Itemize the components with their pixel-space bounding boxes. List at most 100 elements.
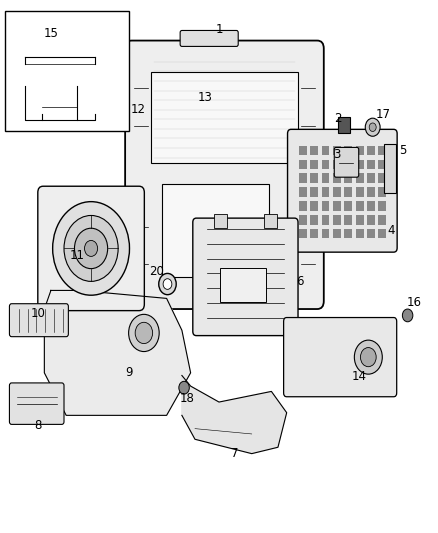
Polygon shape	[44, 290, 191, 415]
Bar	[310, 146, 318, 156]
Bar	[367, 215, 375, 224]
Bar	[333, 173, 341, 183]
Circle shape	[129, 314, 159, 352]
Bar	[310, 173, 318, 183]
Bar	[344, 160, 352, 169]
Bar	[344, 215, 352, 224]
Text: 4: 4	[388, 224, 395, 237]
Text: 14: 14	[351, 370, 366, 383]
Bar	[151, 72, 297, 163]
FancyBboxPatch shape	[193, 218, 298, 336]
Polygon shape	[182, 375, 287, 454]
Bar	[356, 229, 364, 238]
Text: 3: 3	[333, 148, 341, 161]
Text: 2: 2	[335, 112, 342, 125]
Bar	[333, 160, 341, 169]
Bar	[356, 173, 364, 183]
FancyBboxPatch shape	[10, 304, 68, 337]
FancyBboxPatch shape	[180, 30, 238, 46]
Bar	[310, 215, 318, 224]
Bar	[367, 173, 375, 183]
FancyBboxPatch shape	[288, 130, 397, 252]
Circle shape	[74, 228, 108, 269]
Text: 17: 17	[375, 108, 390, 121]
Bar	[356, 146, 364, 156]
Bar	[384, 144, 396, 193]
Circle shape	[365, 118, 380, 136]
Bar	[378, 229, 386, 238]
Text: 10: 10	[30, 307, 45, 320]
Circle shape	[179, 381, 189, 394]
Bar	[310, 201, 318, 211]
Circle shape	[64, 215, 118, 281]
Bar	[299, 146, 307, 156]
Bar	[310, 160, 318, 169]
Bar	[378, 160, 386, 169]
Bar	[299, 215, 307, 224]
Bar	[310, 229, 318, 238]
FancyBboxPatch shape	[38, 186, 145, 311]
Bar	[356, 201, 364, 211]
Bar	[321, 201, 329, 211]
Circle shape	[403, 309, 413, 322]
Bar	[378, 173, 386, 183]
Bar	[299, 173, 307, 183]
Bar	[321, 187, 329, 197]
Bar	[321, 215, 329, 224]
Text: 13: 13	[198, 91, 212, 104]
Bar	[378, 187, 386, 197]
Circle shape	[163, 279, 172, 289]
Bar	[378, 215, 386, 224]
Bar	[367, 201, 375, 211]
Text: 1: 1	[215, 23, 223, 36]
FancyBboxPatch shape	[125, 41, 324, 309]
FancyBboxPatch shape	[284, 318, 397, 397]
Text: 9: 9	[126, 366, 133, 379]
Circle shape	[53, 201, 130, 295]
Bar	[299, 201, 307, 211]
Bar	[338, 117, 350, 133]
Bar	[356, 187, 364, 197]
Bar	[378, 201, 386, 211]
Bar	[321, 160, 329, 169]
Bar	[333, 146, 341, 156]
Bar	[310, 187, 318, 197]
Bar	[367, 229, 375, 238]
Circle shape	[354, 340, 382, 374]
Bar	[264, 214, 277, 228]
Bar	[333, 187, 341, 197]
Bar	[299, 160, 307, 169]
Bar	[367, 146, 375, 156]
FancyBboxPatch shape	[334, 148, 359, 177]
Circle shape	[159, 273, 176, 295]
Bar	[356, 215, 364, 224]
Bar	[344, 229, 352, 238]
Bar	[321, 229, 329, 238]
Bar	[321, 173, 329, 183]
FancyBboxPatch shape	[10, 383, 64, 424]
Text: 16: 16	[407, 296, 422, 309]
Circle shape	[369, 123, 376, 132]
Bar	[367, 160, 375, 169]
Bar	[378, 146, 386, 156]
Bar	[321, 146, 329, 156]
Bar	[333, 201, 341, 211]
Bar	[344, 173, 352, 183]
Circle shape	[360, 348, 376, 367]
Text: 20: 20	[149, 265, 164, 278]
Text: 12: 12	[131, 103, 146, 116]
Bar	[344, 201, 352, 211]
Bar	[299, 229, 307, 238]
Text: 7: 7	[230, 447, 238, 460]
Circle shape	[85, 240, 98, 256]
Text: 6: 6	[296, 275, 304, 288]
Text: 11: 11	[70, 249, 85, 262]
Text: 5: 5	[399, 144, 406, 157]
Bar	[367, 187, 375, 197]
Text: 15: 15	[43, 27, 58, 40]
Bar	[333, 229, 341, 238]
Bar	[344, 146, 352, 156]
Bar	[5, 11, 130, 131]
Text: 8: 8	[34, 419, 42, 432]
Bar	[214, 214, 227, 228]
